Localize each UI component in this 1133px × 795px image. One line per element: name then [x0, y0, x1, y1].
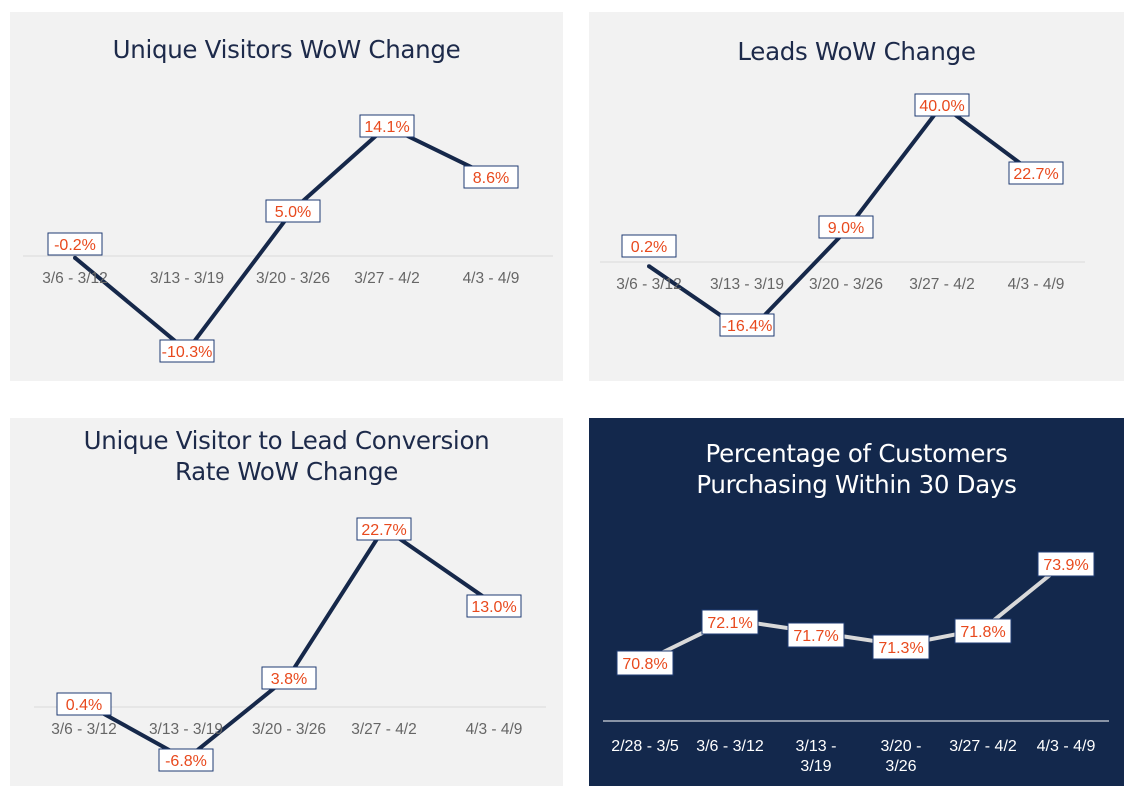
data-label: 5.0%: [265, 199, 321, 223]
x-tick-label: 3/13 - 3/19: [150, 270, 224, 287]
chart-title-text: Leads WoW Change: [737, 37, 976, 66]
svg-text:8.6%: 8.6%: [473, 170, 509, 187]
chart-title-line: Unique Visitor to Lead Conversion: [83, 426, 490, 455]
chart-panel-unique-visitors: Unique Visitors WoW Change 3/6 - 3/12 3/1…: [10, 12, 563, 381]
data-label: 14.1%: [359, 114, 415, 138]
chart-panel-customers-purchasing: Percentage of Customers Purchasing Withi…: [589, 418, 1124, 786]
data-point: [73, 255, 77, 260]
x-tick-label: 3/20 - 3/26: [252, 721, 326, 738]
data-label: 73.9%: [1037, 551, 1095, 577]
svg-text:70.8%: 70.8%: [622, 656, 667, 673]
data-label: 22.7%: [356, 517, 412, 541]
data-point: [647, 264, 651, 269]
x-tick-label: 3/6 - 3/12: [42, 270, 108, 287]
chart-panel-conversion-rate: Unique Visitor to Lead Conversion Rate W…: [10, 418, 563, 786]
x-tick-label: 3/27 - 4/2: [354, 270, 420, 287]
x-tick-label: 3/27 - 4/2: [351, 721, 417, 738]
chart-title: Unique Visitors WoW Change: [10, 34, 563, 65]
chart-plot: 2/28 - 3/5 3/6 - 3/12 3/13 -3/19 3/20 -3/26…: [603, 551, 1109, 775]
data-label: 71.7%: [787, 622, 845, 648]
chart-title: Leads WoW Change: [589, 36, 1124, 67]
data-label: 72.1%: [701, 609, 759, 635]
svg-text:72.1%: 72.1%: [707, 615, 752, 632]
data-label: 8.6%: [463, 165, 519, 189]
svg-text:-0.2%: -0.2%: [54, 237, 96, 254]
x-tick-label: 3/20 - 3/26: [256, 270, 330, 287]
data-label: 22.7%: [1008, 161, 1064, 185]
svg-text:-6.8%: -6.8%: [165, 753, 207, 770]
chart-plot: 3/6 - 3/12 3/13 - 3/19 3/20 - 3/26 3/27 - 4…: [23, 114, 553, 363]
svg-text:40.0%: 40.0%: [919, 98, 964, 115]
svg-text:9.0%: 9.0%: [828, 220, 864, 237]
series-line: [73, 124, 492, 353]
chart-title-line: Rate WoW Change: [174, 457, 399, 486]
x-tick-label: 3/20 - 3/26: [809, 276, 883, 293]
x-tick-label: 3/13 -3/19: [796, 738, 837, 775]
chart-title: Unique Visitor to Lead Conversion Rate W…: [10, 425, 563, 487]
svg-text:13.0%: 13.0%: [471, 599, 516, 616]
data-label: -16.4%: [719, 313, 775, 337]
x-tick-label: 3/6 - 3/12: [616, 276, 682, 293]
svg-text:71.3%: 71.3%: [878, 640, 923, 657]
svg-text:22.7%: 22.7%: [1013, 166, 1058, 183]
data-label: -0.2%: [47, 232, 103, 256]
svg-text:14.1%: 14.1%: [364, 119, 409, 136]
data-label: 0.4%: [56, 692, 112, 716]
chart-plot: 3/6 - 3/12 3/13 - 3/19 3/20 - 3/26 3/27 - 4…: [600, 93, 1085, 337]
x-tick-label: 3/13 - 3/19: [710, 276, 784, 293]
x-tick-label: 4/3 - 4/9: [1008, 276, 1065, 293]
x-tick-label: 4/3 - 4/9: [466, 721, 523, 738]
data-label: 71.8%: [954, 618, 1012, 644]
svg-text:71.8%: 71.8%: [960, 624, 1005, 641]
svg-text:73.9%: 73.9%: [1043, 557, 1088, 574]
chart-panel-leads: Leads WoW Change 3/6 - 3/12 3/13 - 3/19 3/…: [589, 12, 1124, 381]
svg-text:3.8%: 3.8%: [271, 671, 307, 688]
chart-title-text: Unique Visitors WoW Change: [112, 35, 461, 64]
svg-text:0.2%: 0.2%: [631, 239, 667, 256]
data-label: 9.0%: [818, 215, 874, 239]
svg-text:5.0%: 5.0%: [275, 204, 311, 221]
chart-title: Percentage of Customers Purchasing Withi…: [589, 438, 1124, 500]
data-label: 40.0%: [914, 93, 970, 117]
data-label: -6.8%: [158, 748, 214, 772]
x-tick-label: 3/6 - 3/12: [51, 721, 117, 738]
x-tick-label: 3/27 - 4/2: [949, 738, 1017, 755]
svg-text:22.7%: 22.7%: [361, 522, 406, 539]
data-label: 13.0%: [466, 594, 522, 618]
data-label: 3.8%: [261, 666, 317, 690]
chart-title-line: Purchasing Within 30 Days: [696, 470, 1017, 499]
chart-plot: 3/6 - 3/12 3/13 - 3/19 3/20 - 3/26 3/27 - 4…: [34, 517, 546, 772]
x-tick-label: 3/27 - 4/2: [909, 276, 975, 293]
svg-text:71.7%: 71.7%: [793, 628, 838, 645]
svg-text:-10.3%: -10.3%: [162, 344, 213, 361]
x-tick-label: 2/28 - 3/5: [611, 738, 679, 755]
x-tick-label: 3/6 - 3/12: [696, 738, 764, 755]
x-tick-label: 4/3 - 4/9: [463, 270, 520, 287]
data-label: -10.3%: [159, 339, 215, 363]
x-tick-label: 4/3 - 4/9: [1037, 738, 1096, 755]
data-label: 70.8%: [616, 650, 674, 676]
chart-title-line: Percentage of Customers: [705, 439, 1008, 468]
data-label: 0.2%: [621, 234, 677, 258]
svg-text:-16.4%: -16.4%: [722, 318, 773, 335]
x-tick-label: 3/20 -3/26: [881, 738, 922, 775]
svg-text:0.4%: 0.4%: [66, 697, 102, 714]
x-tick-label: 3/13 - 3/19: [149, 721, 223, 738]
data-label: 71.3%: [872, 634, 930, 660]
